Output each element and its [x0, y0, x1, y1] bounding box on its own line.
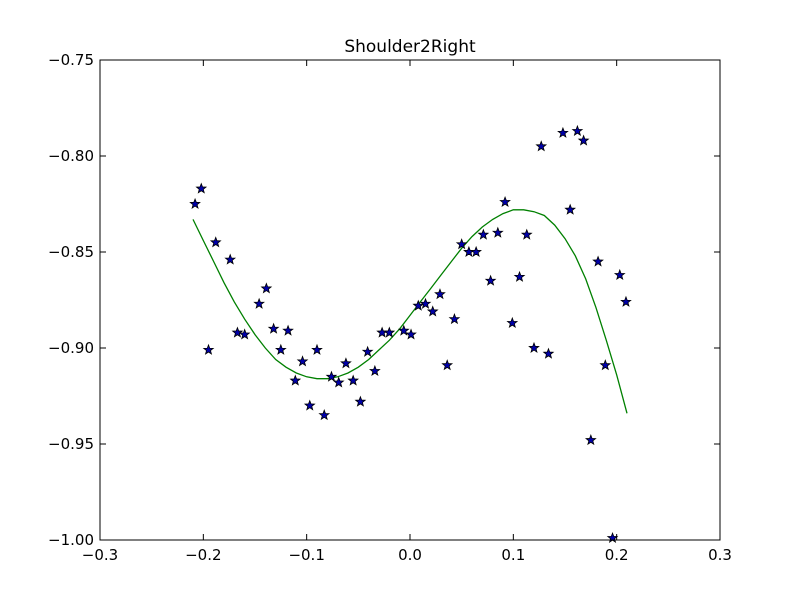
- y-tick-label: −0.75: [48, 51, 94, 69]
- fit-line: [192, 209, 628, 414]
- data-point: [318, 409, 331, 421]
- data-point: [253, 297, 265, 309]
- data-point: [584, 434, 597, 446]
- data-point: [620, 295, 632, 307]
- plot-area: [189, 124, 632, 544]
- data-point: [412, 299, 425, 311]
- data-point: [325, 370, 338, 382]
- data-point: [557, 126, 569, 138]
- data-point: [426, 305, 439, 317]
- data-point: [520, 228, 533, 240]
- data-point: [448, 313, 461, 325]
- data-point: [592, 255, 604, 267]
- x-tick-label: −0.1: [288, 546, 324, 564]
- x-tick-label: 0.2: [605, 546, 629, 564]
- data-point: [564, 203, 577, 215]
- y-tick-label: −0.80: [48, 147, 94, 165]
- data-point: [419, 297, 432, 309]
- data-point: [484, 274, 497, 286]
- data-point: [267, 322, 280, 334]
- x-tick-label: −0.3: [82, 546, 118, 564]
- x-tick-label: 0.3: [708, 546, 732, 564]
- y-tick-label: −0.85: [48, 243, 94, 261]
- y-tick-label: −0.95: [48, 435, 94, 453]
- data-point: [542, 347, 555, 359]
- y-tick-label: −1.00: [48, 531, 94, 549]
- data-point: [311, 343, 323, 355]
- data-point: [282, 324, 294, 336]
- data-point: [332, 376, 345, 388]
- data-point: [289, 374, 302, 386]
- data-point: [347, 374, 360, 386]
- data-point: [354, 395, 367, 407]
- data-point: [506, 316, 519, 329]
- data-point: [383, 326, 396, 338]
- x-tick-label: −0.2: [185, 546, 221, 564]
- data-point: [195, 182, 208, 194]
- data-point: [405, 328, 417, 340]
- data-point: [238, 328, 251, 340]
- data-point: [491, 226, 504, 238]
- data-point: [499, 195, 511, 208]
- data-point: [369, 364, 381, 377]
- data-point: [209, 236, 222, 248]
- data-point: [260, 282, 273, 294]
- data-point: [296, 355, 309, 367]
- data-point: [303, 399, 316, 411]
- data-point: [340, 357, 352, 369]
- data-point: [455, 238, 468, 250]
- data-point: [441, 359, 454, 371]
- data-point: [202, 343, 215, 355]
- data-point: [224, 253, 237, 265]
- y-tick-label: −0.90: [48, 339, 94, 357]
- data-point: [397, 324, 410, 336]
- data-point: [613, 268, 626, 281]
- data-point: [571, 124, 584, 137]
- data-point: [434, 288, 446, 300]
- data-point: [513, 270, 526, 282]
- data-point: [528, 341, 540, 353]
- data-point: [535, 140, 548, 152]
- x-tick-label: 0.0: [398, 546, 422, 564]
- data-point: [231, 326, 244, 338]
- x-tick-label: 0.1: [501, 546, 525, 564]
- axes: −0.3 −0.2 −0.1 0.0 0.1 0.2 0.3 −1.00 −0.95 −0.90 −…: [48, 51, 732, 564]
- data-point: [599, 359, 612, 371]
- data-point: [274, 343, 287, 355]
- data-point: [470, 245, 482, 257]
- data-point: [361, 345, 374, 357]
- data-point: [477, 228, 490, 240]
- data-point: [189, 197, 201, 209]
- data-point: [577, 134, 590, 146]
- chart-title: Shoulder2Right: [344, 37, 476, 57]
- data-point: [606, 531, 619, 544]
